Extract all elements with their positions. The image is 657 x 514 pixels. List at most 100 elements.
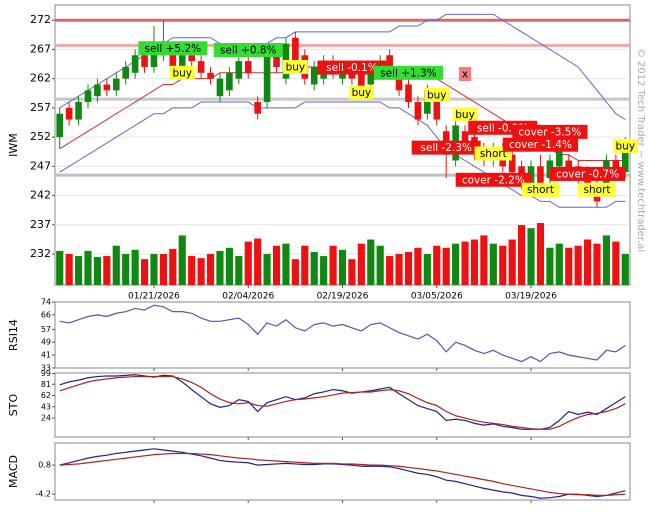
volume-bar xyxy=(291,259,299,285)
trade-label-box xyxy=(282,59,308,74)
trade-label: buy xyxy=(427,90,447,102)
candle-body xyxy=(254,102,261,114)
volume-bar xyxy=(320,256,328,285)
trade-label-box xyxy=(373,65,443,80)
indicator-line xyxy=(59,375,626,430)
candle-body xyxy=(537,166,544,190)
trade-label-box xyxy=(424,88,450,103)
panel-frame xyxy=(54,372,631,438)
trade-label: sell +1.3% xyxy=(380,67,437,79)
panel-title: STO xyxy=(7,393,20,416)
candle-body xyxy=(169,55,177,67)
volume-bar xyxy=(395,254,403,285)
trade-label-box xyxy=(455,172,531,187)
trade-label-box xyxy=(474,146,513,161)
candle-body xyxy=(178,55,186,67)
volume-bar xyxy=(263,254,271,285)
trade-label: buy xyxy=(286,61,306,73)
x-tick-label: 03/19/2026 xyxy=(505,292,557,302)
trade-label: sell +0.8% xyxy=(220,45,277,57)
volume-bar xyxy=(216,250,224,285)
y-tick-label: 99 xyxy=(41,369,51,378)
volume-bar xyxy=(235,256,243,285)
candle-body xyxy=(565,160,573,173)
trade-label-box xyxy=(578,182,616,197)
y-tick-label: 267 xyxy=(30,42,51,55)
candle-body xyxy=(292,37,299,67)
candle-body xyxy=(75,102,82,120)
candle-body xyxy=(414,102,422,120)
volume-bar xyxy=(574,245,582,285)
volume-bar xyxy=(140,259,149,285)
volume-bar xyxy=(93,257,101,285)
volume-bar xyxy=(602,235,611,285)
trade-label: buy xyxy=(455,109,475,121)
x-tick-label: 02/04/2026 xyxy=(222,292,274,302)
volume-bar xyxy=(508,239,516,285)
trade-label-box xyxy=(612,138,638,153)
y-tick-label: 66 xyxy=(41,310,51,319)
candle-body xyxy=(527,166,535,184)
x-tick-label: 03/05/2026 xyxy=(411,292,463,302)
candle-body xyxy=(508,154,516,173)
y-tick-label: 62 xyxy=(41,391,51,400)
panel-title: IWM xyxy=(7,133,20,157)
volume-bar xyxy=(131,249,139,285)
volume-bar xyxy=(442,247,450,285)
volume-bar xyxy=(103,256,111,285)
volume-bar xyxy=(169,248,177,285)
volume-bar xyxy=(56,250,64,285)
volume-bar xyxy=(122,254,130,285)
candle-body xyxy=(461,131,469,143)
candle-body xyxy=(216,78,224,97)
volume-bar xyxy=(367,239,375,285)
trade-label: x xyxy=(462,68,468,80)
trade-label: cover -3.5% xyxy=(518,126,581,138)
volume-bar xyxy=(527,228,535,285)
trade-label: cover -0.7% xyxy=(556,168,619,180)
candle-body xyxy=(235,61,243,79)
trade-label-box xyxy=(138,41,208,56)
volume-bar xyxy=(423,254,431,285)
trade-label-box xyxy=(549,166,626,181)
trade-label: buy xyxy=(352,87,372,99)
candle-body xyxy=(141,55,148,67)
candle-body xyxy=(122,66,129,79)
candle-body xyxy=(103,84,111,91)
candle-body xyxy=(386,55,393,67)
panel-title: RSI14 xyxy=(7,319,20,351)
volume-bar xyxy=(301,245,309,285)
candle-body xyxy=(150,43,158,67)
trade-label: cover -1.4% xyxy=(509,139,572,151)
indicator-line xyxy=(59,304,626,363)
volume-bar xyxy=(452,243,460,285)
volume-bar xyxy=(310,251,318,285)
volume-bar xyxy=(518,225,526,285)
trade-label-box xyxy=(458,66,472,81)
volume-bar xyxy=(197,258,205,285)
y-tick-label: 232 xyxy=(30,247,51,260)
indicator-line xyxy=(59,374,626,430)
candle-body xyxy=(621,142,629,173)
candle-body xyxy=(65,107,73,120)
panel-frame xyxy=(54,301,631,369)
volume-bar xyxy=(206,254,215,285)
volume-bar xyxy=(348,259,356,285)
y-tick-label: 74 xyxy=(41,298,51,307)
volume-bar xyxy=(338,249,347,285)
y-tick-label: 41 xyxy=(41,351,51,360)
candle-body xyxy=(612,160,620,173)
volume-bar xyxy=(329,245,337,285)
y-tick-label: 247 xyxy=(30,159,51,172)
volume-bar xyxy=(546,247,554,285)
volume-bar xyxy=(150,254,158,285)
candle-body xyxy=(310,66,318,85)
candle-body xyxy=(207,72,214,79)
volume-bar xyxy=(461,241,469,285)
volume-bar xyxy=(536,223,545,285)
volume-bar xyxy=(159,254,167,285)
y-tick-label: 49 xyxy=(41,338,51,347)
volume-bar xyxy=(225,247,233,285)
candle-body xyxy=(84,90,92,103)
volume-bar xyxy=(84,250,92,285)
